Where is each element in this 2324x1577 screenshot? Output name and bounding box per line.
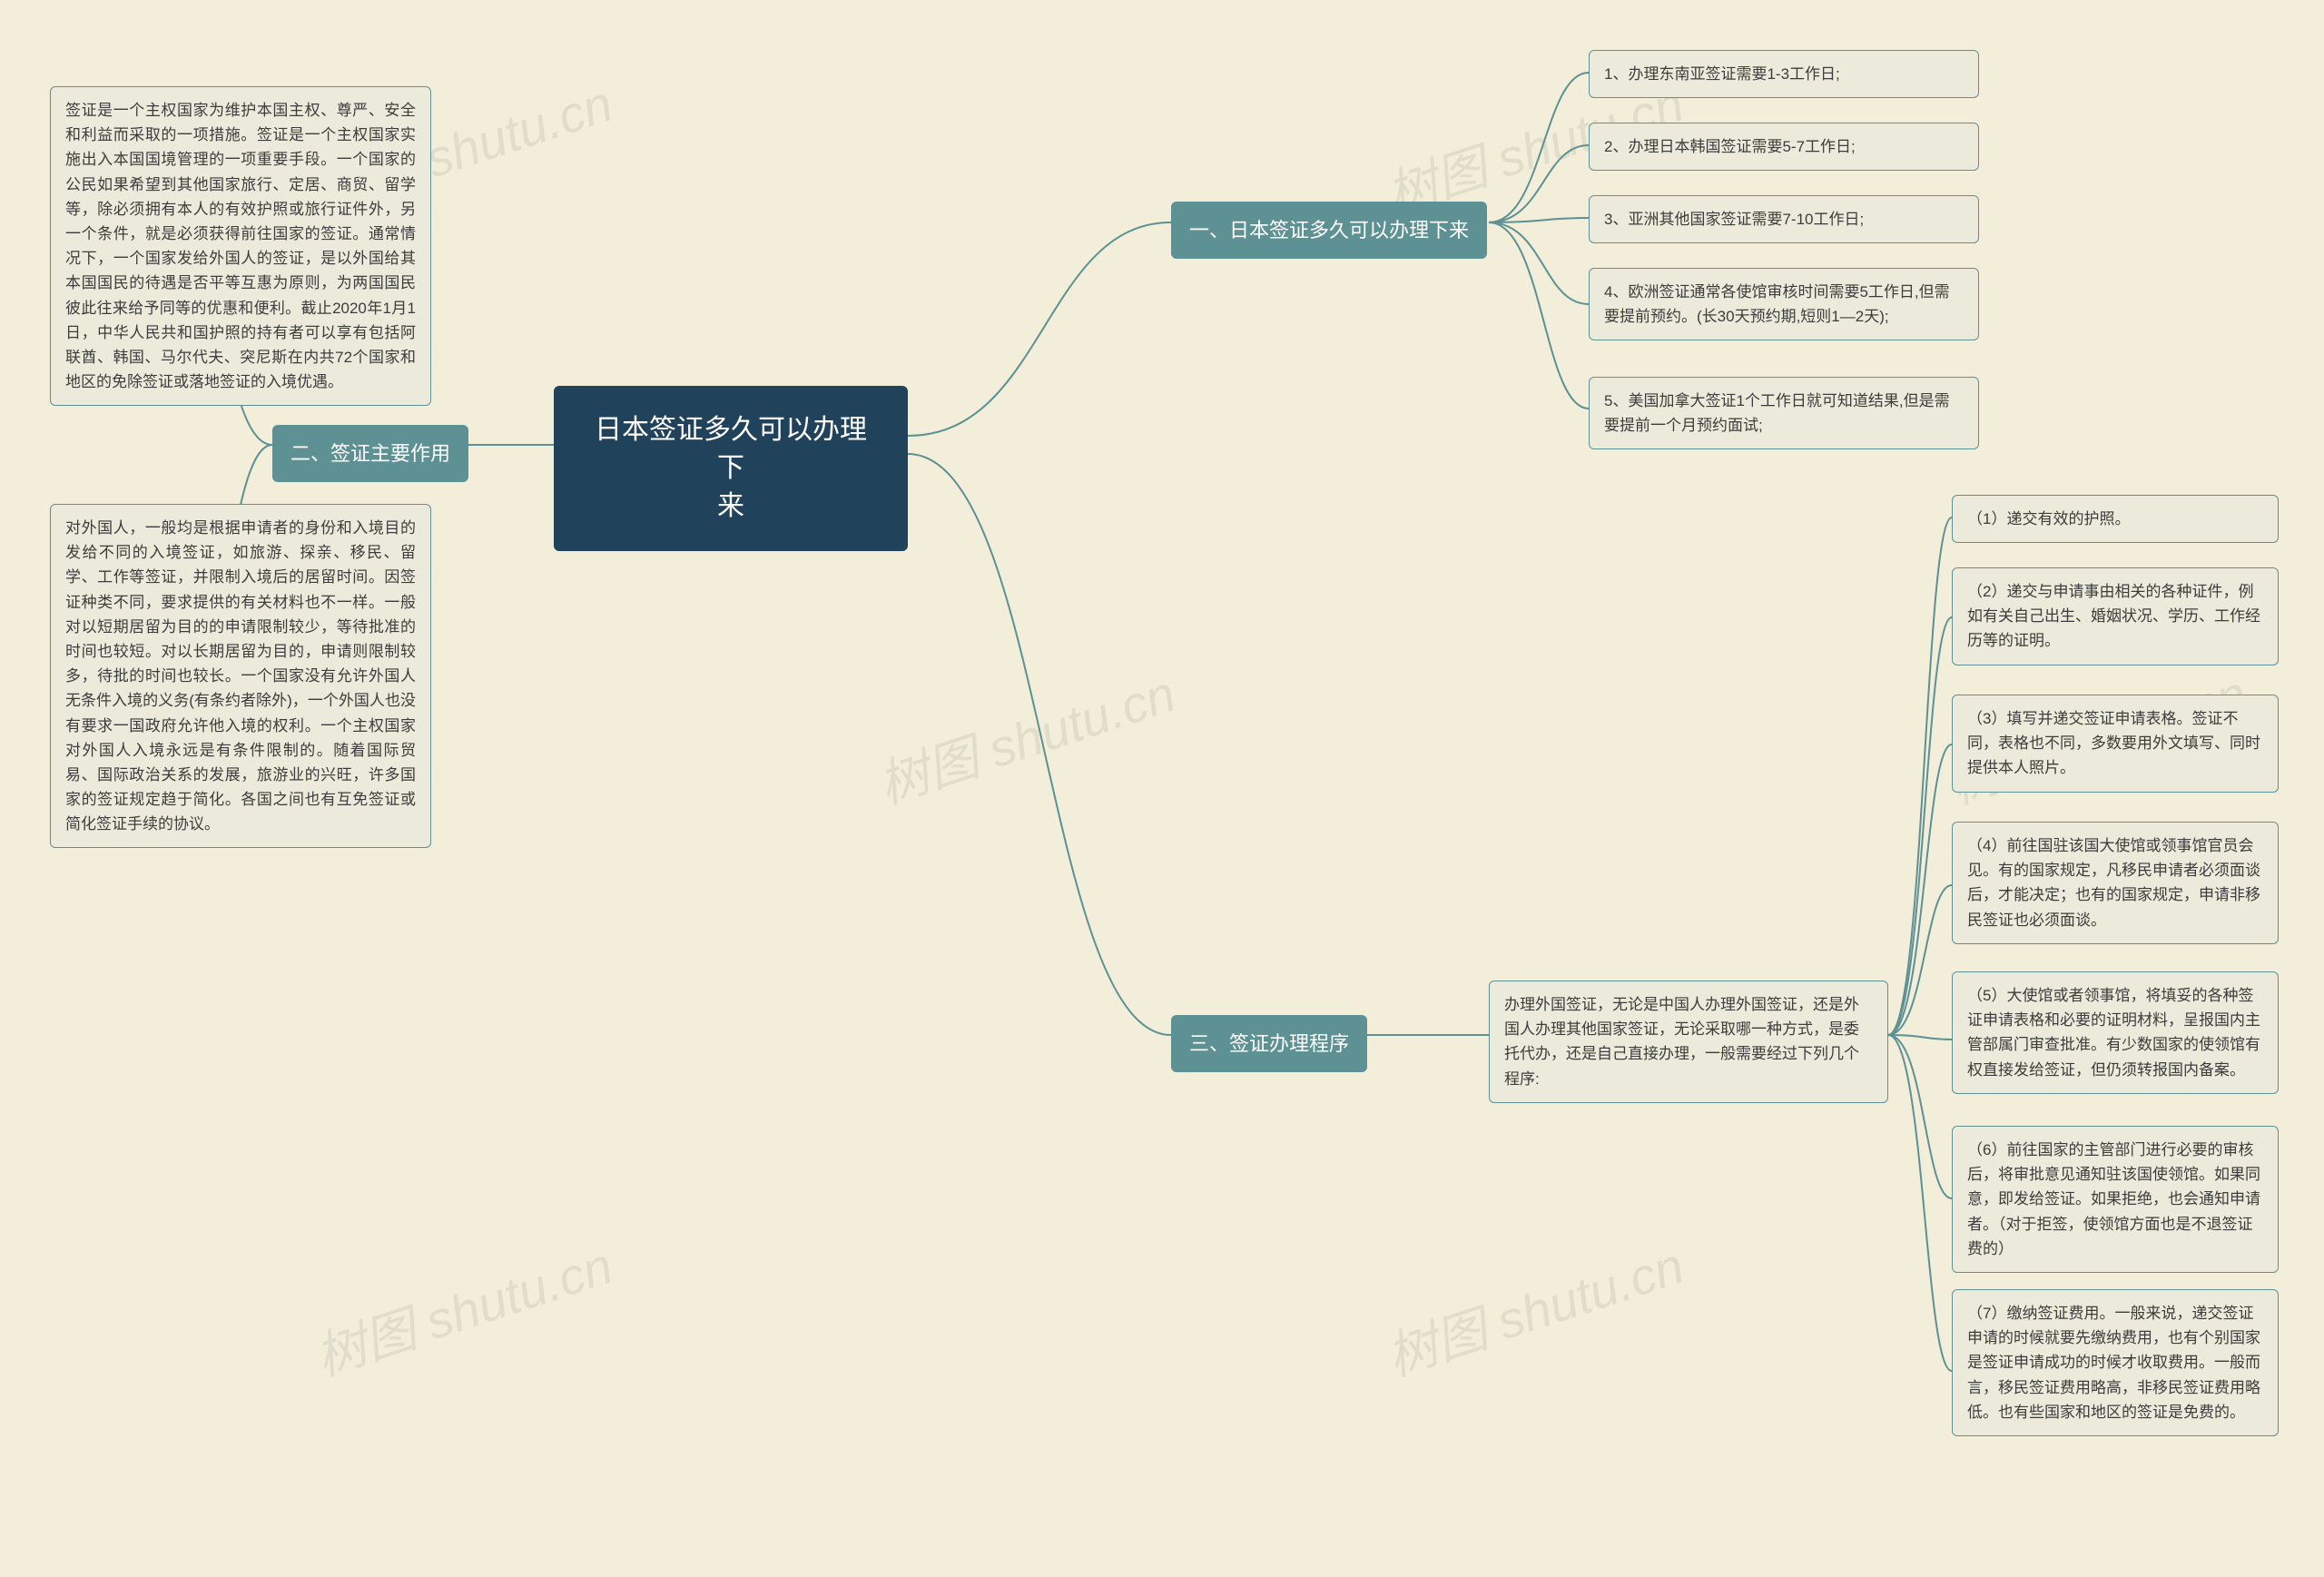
branch-3-step-7: （7）缴纳签证费用。一般来说，递交签证申请的时候就要先缴纳费用，也有个别国家是签… <box>1952 1289 2279 1436</box>
branch-3-step-4: （4）前往国驻该国大使馆或领事馆官员会见。有的国家规定，凡移民申请者必须面谈后，… <box>1952 822 2279 944</box>
watermark: 树图 shutu.cn <box>305 1226 621 1391</box>
root-title-line1: 日本签证多久可以办理下 <box>586 411 875 488</box>
root-title-line2: 来 <box>586 488 875 526</box>
branch-3-step-5: （5）大使馆或者领事馆，将填妥的各种签证申请表格和必要的证明材料，呈报国内主管部… <box>1952 971 2279 1094</box>
watermark: 树图 shutu.cn <box>1376 1226 1692 1391</box>
branch-1-leaf-2: 2、办理日本韩国签证需要5-7工作日; <box>1589 123 1979 171</box>
root-node: 日本签证多久可以办理下 来 <box>554 386 908 551</box>
branch-1-leaf-4: 4、欧洲签证通常各使馆审核时间需要5工作日,但需要提前预约。(长30天预约期,短… <box>1589 268 1979 340</box>
branch-3-step-3: （3）填写并递交签证申请表格。签证不同，表格也不同，多数要用外文填写、同时提供本… <box>1952 695 2279 793</box>
branch-3-intro: 办理外国签证，无论是中国人办理外国签证，还是外国人办理其他国家签证，无论采取哪一… <box>1489 981 1888 1103</box>
watermark: 树图 shutu.cn <box>868 654 1184 819</box>
branch-1-leaf-5: 5、美国加拿大签证1个工作日就可知道结果,但是需要提前一个月预约面试; <box>1589 377 1979 449</box>
branch-3-step-1: （1）递交有效的护照。 <box>1952 495 2279 543</box>
branch-1-leaf-1: 1、办理东南亚签证需要1-3工作日; <box>1589 50 1979 98</box>
branch-1: 一、日本签证多久可以办理下来 <box>1171 202 1487 259</box>
branch-1-leaf-3: 3、亚洲其他国家签证需要7-10工作日; <box>1589 195 1979 243</box>
branch-3: 三、签证办理程序 <box>1171 1015 1367 1072</box>
branch-2-leaf-2: 对外国人，一般均是根据申请者的身份和入境目的发给不同的入境签证，如旅游、探亲、移… <box>50 504 431 848</box>
branch-3-step-6: （6）前往国家的主管部门进行必要的审核后，将审批意见通知驻该国使领馆。如果同意，… <box>1952 1126 2279 1273</box>
branch-3-step-2: （2）递交与申请事由相关的各种证件，例如有关自己出生、婚姻状况、学历、工作经历等… <box>1952 567 2279 665</box>
branch-2: 二、签证主要作用 <box>272 425 468 482</box>
branch-2-leaf-1: 签证是一个主权国家为维护本国主权、尊严、安全和利益而采取的一项措施。签证是一个主… <box>50 86 431 406</box>
